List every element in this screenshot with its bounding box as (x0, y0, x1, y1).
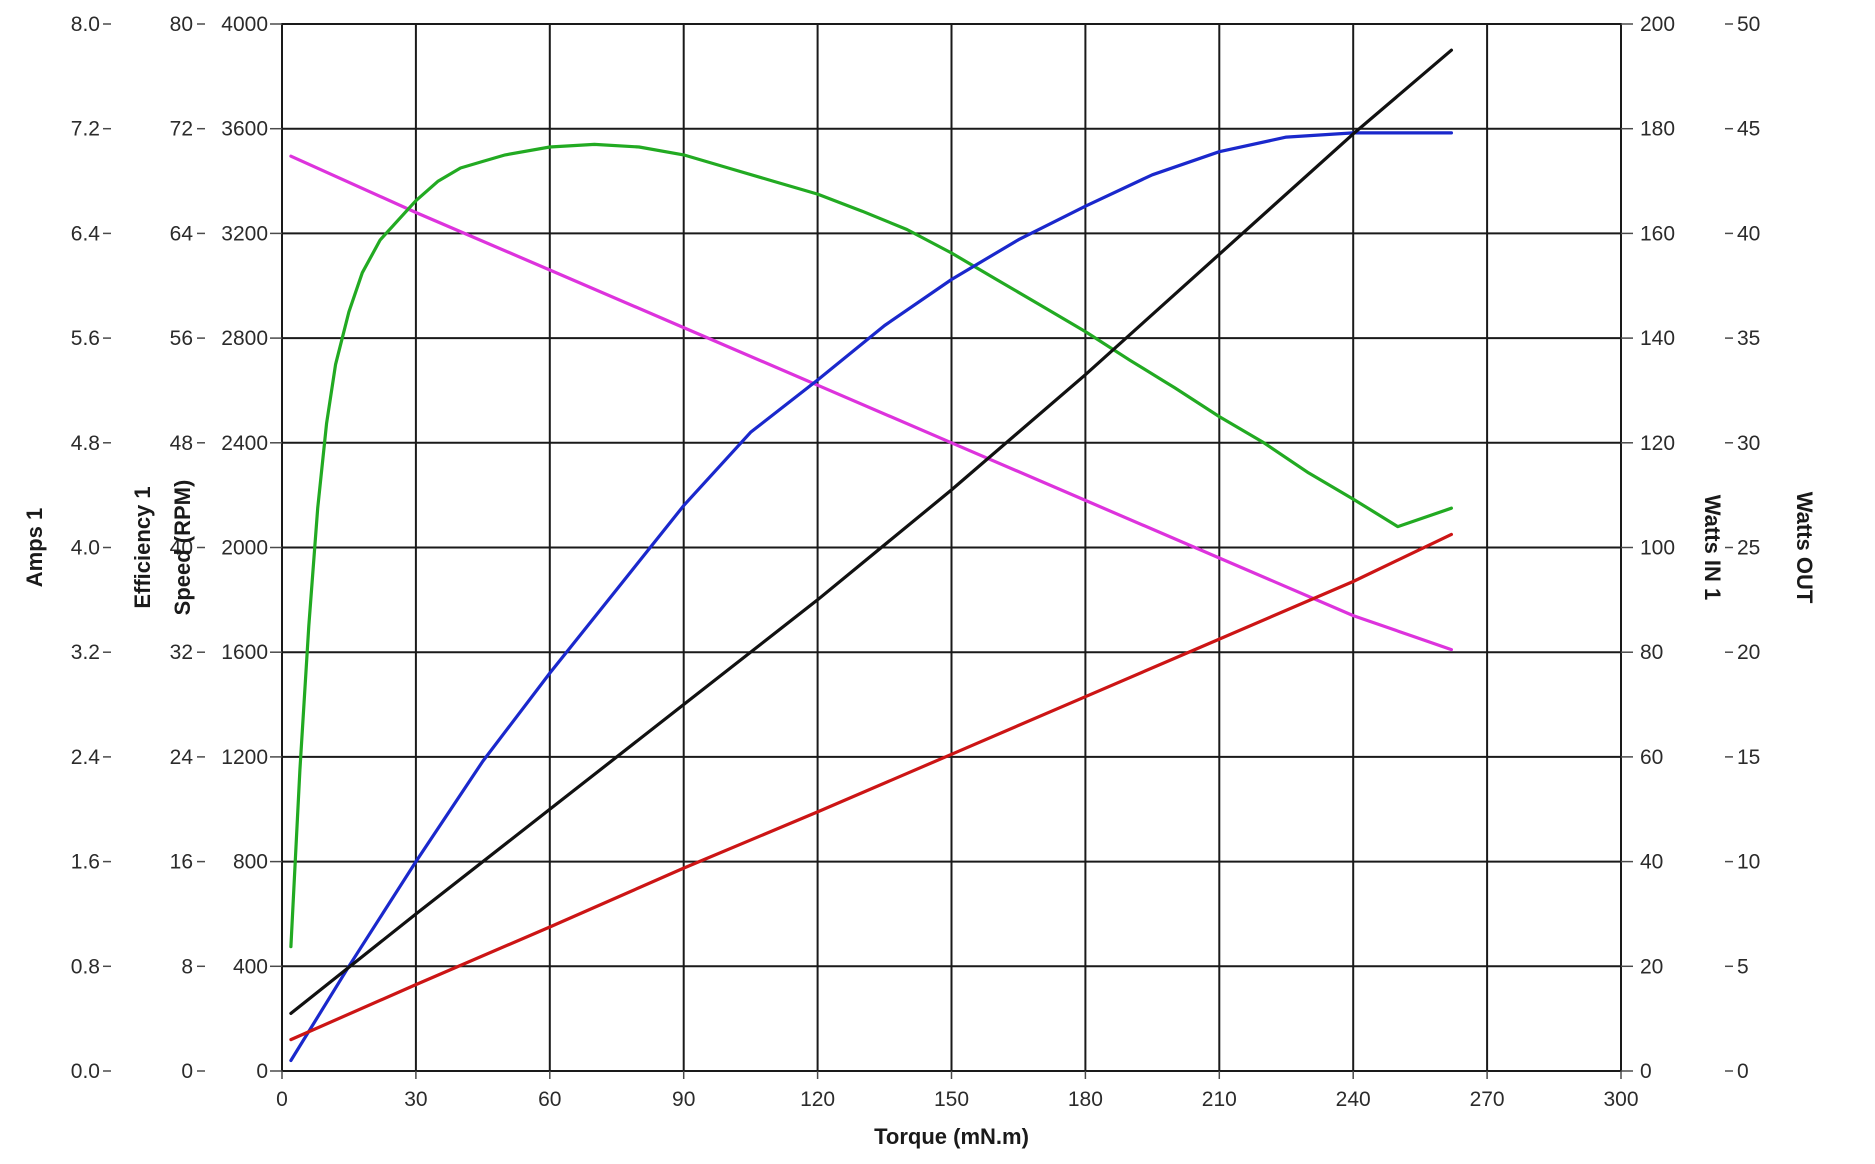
x-axis-title: Torque (mN.m) (874, 1124, 1029, 1149)
watts_out-series-line (289, 131, 1453, 1063)
x-tick-label: 120 (800, 1088, 835, 1111)
amps-tick-label: 0.0 (71, 1060, 100, 1083)
amps-tick-label: 2.4 (71, 746, 101, 769)
amps-tick-label: 6.4 (71, 222, 101, 245)
speed-tick-label: 0 (256, 1060, 268, 1083)
watts_out-tick-label: 0 (1737, 1060, 1749, 1083)
watts_in-tick-label: 200 (1640, 13, 1675, 36)
speed-tick-label: 3600 (221, 118, 268, 141)
x-tick-label: 270 (1470, 1088, 1505, 1111)
x-tick-label: 300 (1603, 1088, 1638, 1111)
x-tick-label: 240 (1336, 1088, 1371, 1111)
amps-series-line (289, 532, 1453, 1042)
watts_out-tick-label: 15 (1737, 746, 1760, 769)
x-tick-label: 180 (1068, 1088, 1103, 1111)
watts_in-tick-label: 40 (1640, 851, 1663, 874)
speed-tick-label: 2800 (221, 327, 268, 350)
speed-tick-label: 2400 (221, 432, 268, 455)
watts_in-tick-label: 0 (1640, 1060, 1652, 1083)
axis-titles: Amps 1 Efficiency 1 Speed (RPM) Watts IN 1 W… (22, 480, 1817, 1149)
watts_out-tick-label: 40 (1737, 222, 1760, 245)
efficiency-tick-label: 72 (170, 118, 193, 141)
efficiency-tick-label: 64 (170, 222, 194, 245)
speed-tick-label: 3200 (221, 222, 268, 245)
efficiency-tick-label: 80 (170, 13, 193, 36)
x-tick-label: 90 (672, 1088, 695, 1111)
axis-ticks: 0 30 60 90 120 150 180 210 240 270 3000.00.81.62.4… (71, 13, 1761, 1111)
watts_out-axis-title: Watts OUT (1792, 492, 1817, 604)
amps-tick-label: 4.8 (71, 432, 100, 455)
watts_in-tick-label: 140 (1640, 327, 1675, 350)
watts_in-tick-label: 60 (1640, 746, 1663, 769)
amps-axis-title: Amps 1 (22, 508, 47, 587)
x-tick-label: 210 (1202, 1088, 1237, 1111)
amps-tick-label: 1.6 (71, 851, 100, 874)
watts_out-tick-label: 25 (1737, 537, 1760, 560)
efficiency-tick-label: 48 (170, 432, 193, 455)
efficiency-series-line (289, 142, 1453, 949)
x-tick-label: 60 (538, 1088, 561, 1111)
amps-tick-label: 0.8 (71, 955, 100, 978)
speed-tick-label: 400 (233, 955, 268, 978)
watts_in-axis-title: Watts IN 1 (1700, 495, 1725, 601)
grid-lines (282, 24, 1621, 1071)
speed-tick-label: 2000 (221, 537, 268, 560)
watts_in-tick-label: 20 (1640, 955, 1663, 978)
watts_out-tick-label: 45 (1737, 118, 1760, 141)
speed-axis-title: Speed (RPM) (170, 480, 195, 616)
x-tick-label: 150 (934, 1088, 969, 1111)
speed-series-line (289, 154, 1453, 652)
watts_in-tick-label: 100 (1640, 537, 1675, 560)
watts_in-tick-label: 160 (1640, 222, 1675, 245)
efficiency-tick-label: 40 (170, 537, 193, 560)
amps-tick-label: 3.2 (71, 641, 100, 664)
amps-tick-label: 4.0 (71, 537, 100, 560)
watts_out-tick-label: 5 (1737, 955, 1749, 978)
efficiency-tick-label: 32 (170, 641, 193, 664)
watts_out-tick-label: 20 (1737, 641, 1760, 664)
efficiency-tick-label: 8 (181, 955, 193, 978)
watts_in-tick-label: 180 (1640, 118, 1675, 141)
amps-tick-label: 7.2 (71, 118, 100, 141)
efficiency-tick-label: 0 (181, 1060, 193, 1083)
watts_out-tick-label: 35 (1737, 327, 1760, 350)
efficiency-tick-label: 56 (170, 327, 193, 350)
amps-tick-label: 5.6 (71, 327, 100, 350)
watts_out-tick-label: 50 (1737, 13, 1760, 36)
amps-tick-label: 8.0 (71, 13, 100, 36)
efficiency-tick-label: 24 (170, 746, 194, 769)
watts_in-series-line (289, 48, 1453, 1015)
speed-tick-label: 1600 (221, 641, 268, 664)
watts_in-tick-label: 80 (1640, 641, 1663, 664)
x-tick-label: 0 (276, 1088, 288, 1111)
watts_out-tick-label: 10 (1737, 851, 1760, 874)
efficiency-tick-label: 16 (170, 851, 193, 874)
x-tick-label: 30 (404, 1088, 427, 1111)
watts_in-tick-label: 120 (1640, 432, 1675, 455)
speed-tick-label: 800 (233, 851, 268, 874)
data-series (289, 48, 1453, 1063)
efficiency-axis-title: Efficiency 1 (130, 486, 155, 608)
speed-tick-label: 4000 (221, 13, 268, 36)
watts_out-tick-label: 30 (1737, 432, 1760, 455)
speed-tick-label: 1200 (221, 746, 268, 769)
